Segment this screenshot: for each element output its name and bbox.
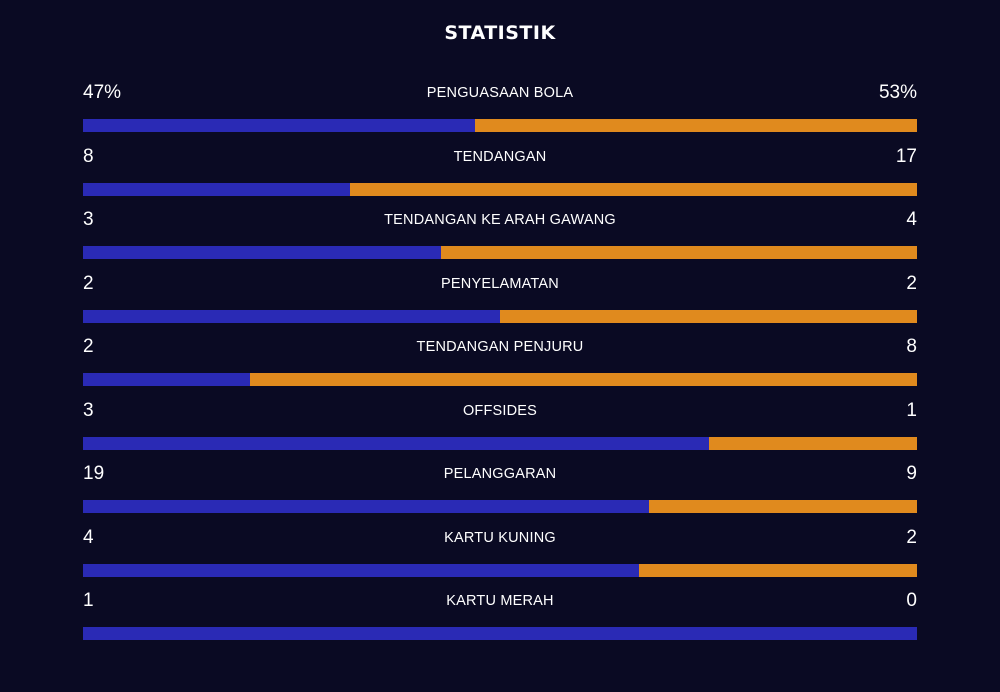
away-value: 53% — [878, 82, 917, 103]
away-bar-segment — [649, 500, 917, 513]
away-bar-segment — [349, 182, 917, 196]
stat-row-possession: 47% PENGUASAAN BOLA 53% — [83, 78, 917, 142]
away-value: 2 — [906, 272, 917, 294]
away-bar-segment — [249, 373, 917, 386]
comparison-bar — [83, 500, 917, 513]
home-value: 47% — [83, 82, 122, 103]
stat-row-offsides: 3 OFFSIDES 1 — [83, 396, 917, 460]
panel-title: STATISTIK — [444, 22, 556, 44]
comparison-bar — [83, 627, 917, 640]
comparison-bar — [83, 436, 917, 450]
stat-label: TENDANGAN — [453, 148, 547, 165]
home-bar-segment — [83, 182, 350, 196]
home-value: 3 — [83, 399, 94, 421]
away-value: 0 — [906, 590, 917, 611]
comparison-bar — [83, 563, 917, 577]
home-bar-segment — [83, 119, 475, 132]
home-value: 3 — [83, 209, 94, 230]
stat-row-corners: 2 TENDANGAN PENJURU 8 — [83, 332, 917, 396]
away-value: 2 — [906, 526, 917, 548]
stat-row-saves: 2 PENYELAMATAN 2 — [83, 269, 917, 333]
stat-label: TENDANGAN PENJURU — [416, 339, 584, 355]
stat-row-shots-on-target: 3 TENDANGAN KE ARAH GAWANG 4 — [83, 205, 917, 269]
comparison-bar — [83, 246, 917, 259]
away-value: 4 — [906, 209, 917, 230]
home-value: 4 — [83, 526, 94, 548]
comparison-bar — [83, 119, 917, 132]
away-value: 8 — [906, 336, 917, 357]
stat-label: OFFSIDES — [462, 402, 538, 419]
stats-list: 47% PENGUASAAN BOLA 53% 8 TENDANGAN 17 — [83, 78, 917, 650]
stat-label: TENDANGAN KE ARAH GAWANG — [384, 212, 616, 228]
stat-row-yellow-cards: 4 KARTU KUNING 2 — [83, 523, 917, 587]
stat-label: KARTU KUNING — [444, 529, 556, 546]
home-bar-segment — [83, 246, 441, 259]
away-value: 1 — [906, 399, 917, 421]
away-bar-segment — [708, 436, 917, 450]
home-value: 1 — [83, 590, 94, 611]
away-bar-segment — [440, 246, 917, 259]
away-bar-segment — [639, 563, 917, 577]
home-bar-segment — [83, 436, 709, 450]
home-bar-segment — [83, 500, 650, 513]
away-value: 17 — [895, 145, 917, 167]
home-bar-segment — [83, 627, 917, 640]
away-bar-segment — [474, 119, 917, 132]
comparison-bar — [83, 373, 917, 386]
away-value: 9 — [906, 463, 917, 484]
home-value: 19 — [83, 463, 105, 484]
stat-row-fouls: 19 PELANGGARAN 9 — [83, 459, 917, 523]
home-value: 2 — [83, 336, 94, 357]
comparison-bar — [83, 309, 917, 323]
home-value: 2 — [83, 272, 94, 294]
home-value: 8 — [83, 145, 94, 167]
home-bar-segment — [83, 563, 640, 577]
home-bar-segment — [83, 373, 250, 386]
stat-label: PELANGGARAN — [443, 466, 557, 482]
stat-label: PENGUASAAN BOLA — [426, 85, 574, 101]
stat-row-shots: 8 TENDANGAN 17 — [83, 142, 917, 206]
stat-label: KARTU MERAH — [446, 593, 554, 609]
stat-row-red-cards: 1 KARTU MERAH 0 — [83, 586, 917, 650]
home-bar-segment — [83, 309, 500, 323]
away-bar-segment — [500, 309, 917, 323]
stat-label: PENYELAMATAN — [441, 275, 559, 292]
comparison-bar — [83, 182, 917, 196]
